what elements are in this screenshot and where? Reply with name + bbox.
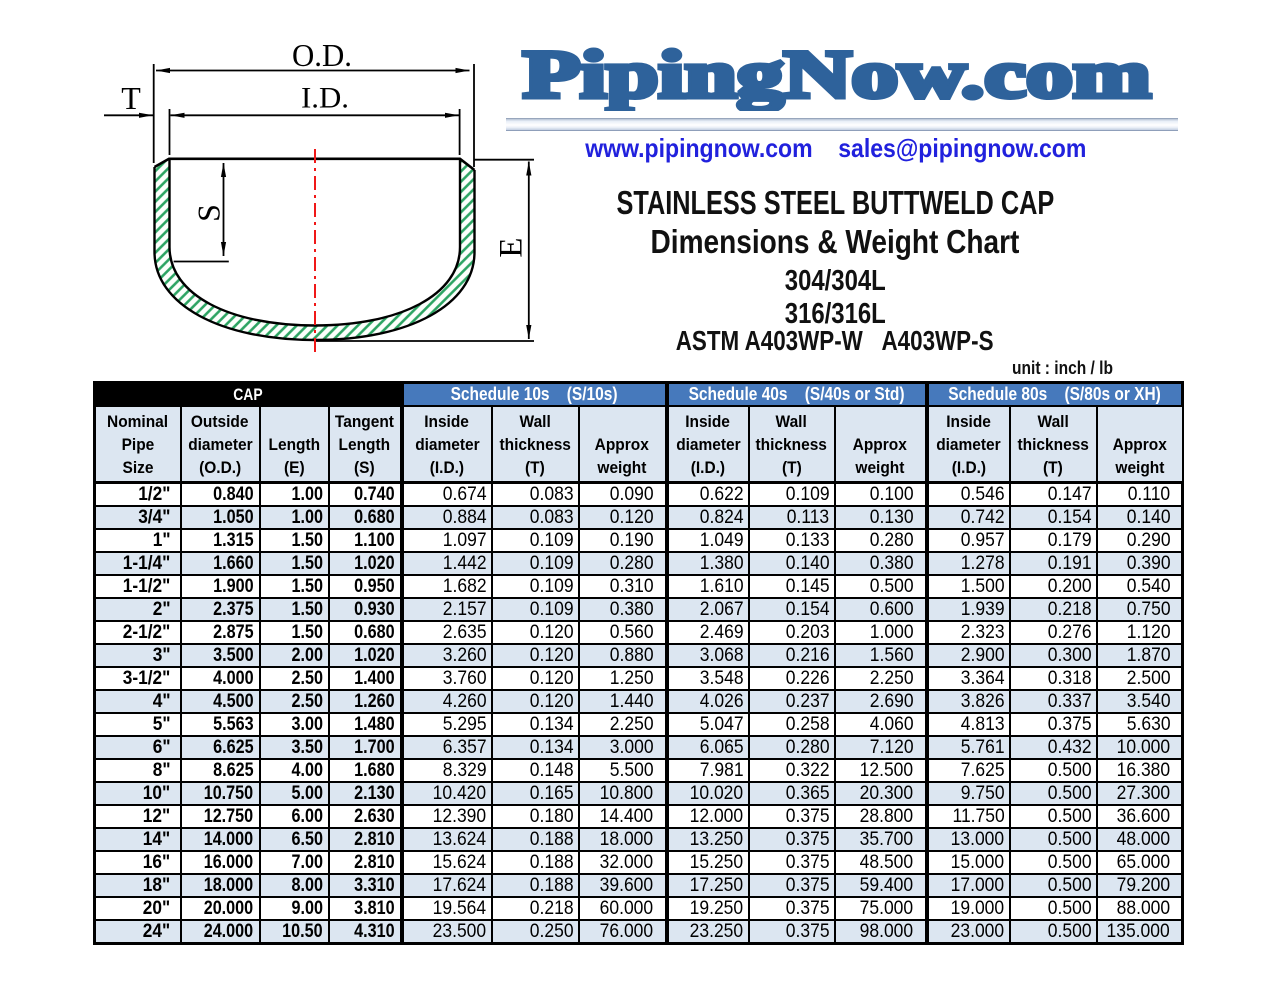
svg-text:O.D.: O.D. (292, 37, 352, 73)
svg-text:T: T (121, 80, 141, 116)
svg-text:S: S (191, 204, 227, 222)
svg-text:E: E (494, 238, 530, 258)
svg-text:PipingNow.com: PipingNow.com (523, 36, 1151, 112)
svg-text:I.D.: I.D. (301, 82, 349, 115)
